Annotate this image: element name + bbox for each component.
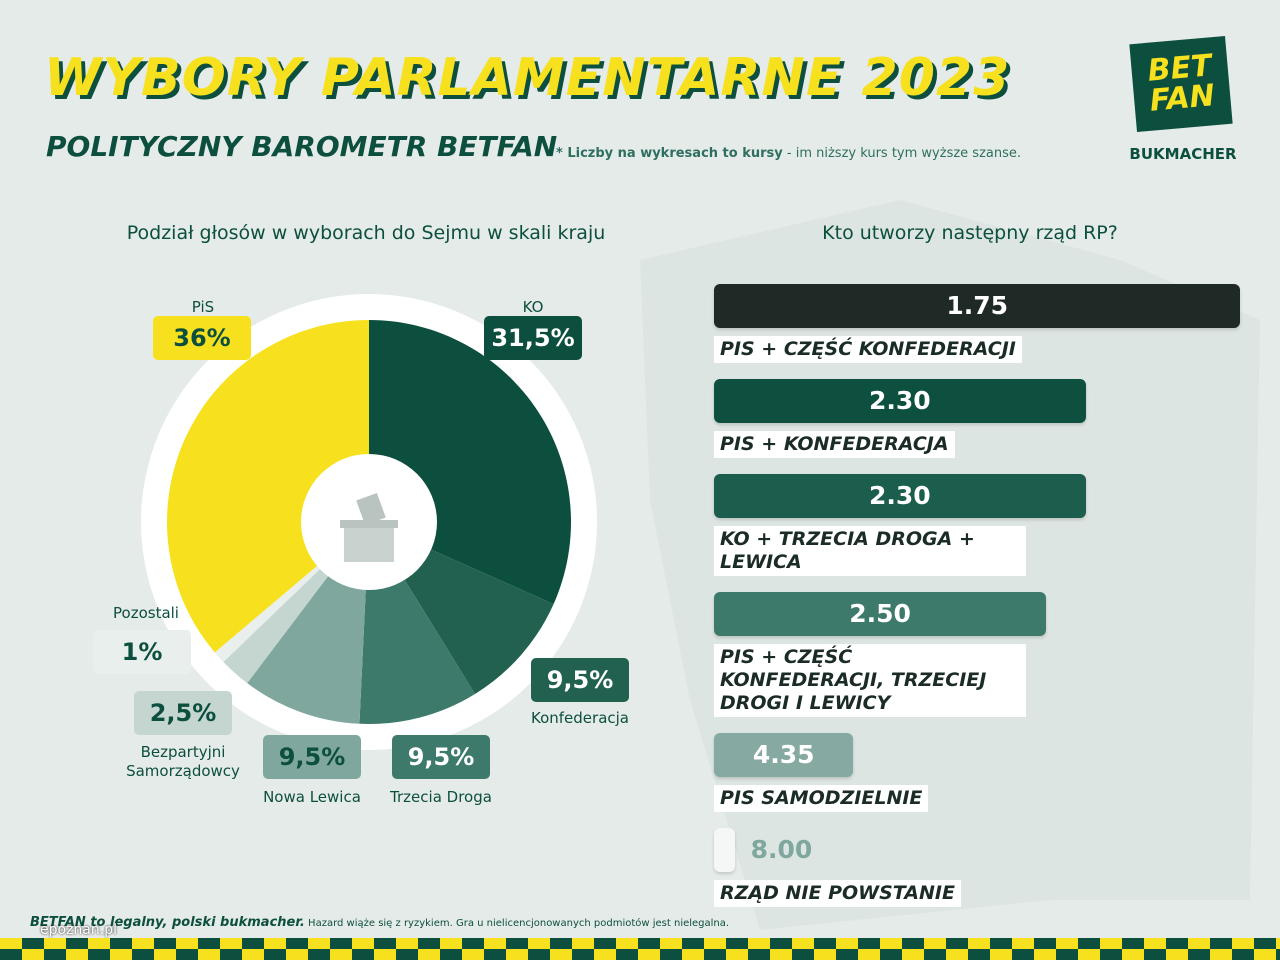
bar-row: 4.35 PIS SAMODZIELNIE (714, 733, 1254, 812)
chart-title: Kto utworzy następny rząd RP? (822, 222, 1118, 244)
bar-value-label: 2.50 (849, 599, 911, 628)
slice-name: Trzecia Droga (390, 788, 492, 806)
slice-name: Konfederacja (531, 709, 629, 727)
note: * Liczby na wykresach to kursy - im niżs… (556, 146, 1021, 161)
slice-value-label: 1% (93, 630, 191, 674)
bar-row: 2.50 PIS + CZĘŚĆ KONFEDERACJI, TRZECIEJ D… (714, 592, 1254, 717)
bar-row: 2.30 PIS + KONFEDERACJA (714, 379, 1254, 458)
bar-category-label: PIS + KONFEDERACJA (714, 431, 955, 458)
bar-value-label: 2.30 (868, 481, 931, 510)
bar: 2.50 (714, 592, 1047, 636)
note-text: - im niższy kurs tym wyższe szanse. (786, 146, 1022, 161)
bar-category-label: PIS SAMODZIELNIE (714, 785, 929, 812)
chart-title: Podział głosów w wyborach do Sejmu w ska… (126, 222, 606, 244)
slice-value-label: 2,5% (134, 691, 232, 735)
slice-value-label: 31,5% (484, 316, 582, 360)
footer-text: Hazard wiąże się z ryzykiem. Gra u nieli… (308, 918, 730, 929)
bar-category-label: KO + TRZECIA DROGA + LEWICA (714, 526, 1026, 576)
slice-value-label: 36% (153, 316, 251, 360)
bar-value-label: 1.75 (946, 291, 1009, 320)
bar-row: 2.30 KO + TRZECIA DROGA + LEWICA (714, 474, 1254, 576)
ballot-paper (356, 493, 386, 525)
slice-name: Pozostali (113, 604, 179, 622)
bar-value-label: 4.35 (752, 740, 815, 769)
bar-category-label: PIS + CZĘŚĆ KONFEDERACJI, TRZECIEJ DROGI… (714, 644, 1026, 717)
slice-name: KO (522, 298, 544, 316)
slice-value-label: 9,5% (531, 658, 629, 702)
slice-name: Nowa Lewica (263, 788, 361, 806)
pie-slice (166, 320, 369, 653)
checker-strip (0, 949, 1280, 960)
bar: 8.00 (714, 828, 812, 872)
bar-category-label: PIS + CZĘŚĆ KONFEDERACJI (714, 336, 1022, 363)
bar-value-label: 8.00 (750, 835, 813, 864)
footer-bold: BETFAN to legalny, polski bukmacher. (30, 915, 305, 930)
slice-value-label: 9,5% (392, 735, 490, 779)
slice-name: Bezpartyjni Samorządowcy (126, 743, 240, 780)
ballot-slot (340, 520, 398, 528)
title: WYBORY PARLAMENTARNE 2023 (44, 48, 1011, 108)
bar: 2.30 (714, 474, 1086, 518)
bar: 4.35 (714, 733, 854, 777)
bar: 1.75 (714, 284, 1241, 328)
slice-name: PiS (191, 298, 215, 316)
ballot-box (344, 528, 394, 562)
watermark: epoznan.pl (40, 922, 117, 938)
bar: 2.30 (714, 379, 1086, 423)
subtitle: POLITYCZNY BAROMETR BETFAN (46, 130, 558, 163)
bar-chart: 1.75 PIS + CZĘŚĆ KONFEDERACJI 2.30 PIS + KO… (714, 284, 1254, 923)
bar-row: 1.75 PIS + CZĘŚĆ KONFEDERACJI (714, 284, 1254, 363)
logo-caption: BUKMACHER (1129, 145, 1237, 163)
bar-row: 8.00 RZĄD NIE POWSTANIE (714, 828, 1254, 907)
footer: BETFAN to legalny, polski bukmacher. Haz… (30, 915, 729, 930)
bar-category-label: RZĄD NIE POWSTANIE (714, 880, 961, 907)
bar-value-label: 2.30 (868, 386, 931, 415)
note-bold: * Liczby na wykresach to kursy (556, 146, 783, 161)
slice-value-label: 9,5% (263, 735, 361, 779)
